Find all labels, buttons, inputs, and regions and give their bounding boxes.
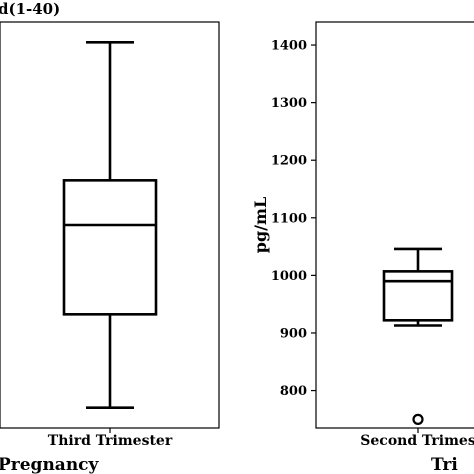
chart-right-xlabel: Tri [431,455,458,474]
y-tick-label: 1400 [271,39,307,54]
y-tick-label: 900 [280,326,307,341]
outlier-point [412,413,424,425]
chart-right-ylabel: pg/mL [251,197,270,253]
chart-left-xtick-label: Third Trimester [48,433,173,449]
chart-left: d(1-40) Third Trimester Pregnancy [0,0,220,474]
chart-right-yaxis: 800 900 1000 1100 1200 1300 1400 [271,39,316,399]
chart-right-boxes [382,247,454,425]
chart-right-xtick-label: Second Trimes [360,433,474,449]
chart-left-title: d(1-40) [0,0,60,18]
y-tick-label: 1200 [271,154,307,169]
y-tick-label: 1300 [271,96,307,111]
y-tick-label: 1100 [271,211,307,226]
chart-right-frame [315,21,474,429]
y-tick-label: 800 [280,384,307,399]
chart-left-xlabel: Pregnancy [0,455,100,474]
y-tick-label: 1000 [271,269,307,284]
box-iqr [382,270,454,322]
chart-left-boxes [62,40,158,410]
box-iqr [62,179,158,316]
chart-right: 800 900 1000 1100 1200 1300 1400 pg/mL Second … [251,21,474,474]
